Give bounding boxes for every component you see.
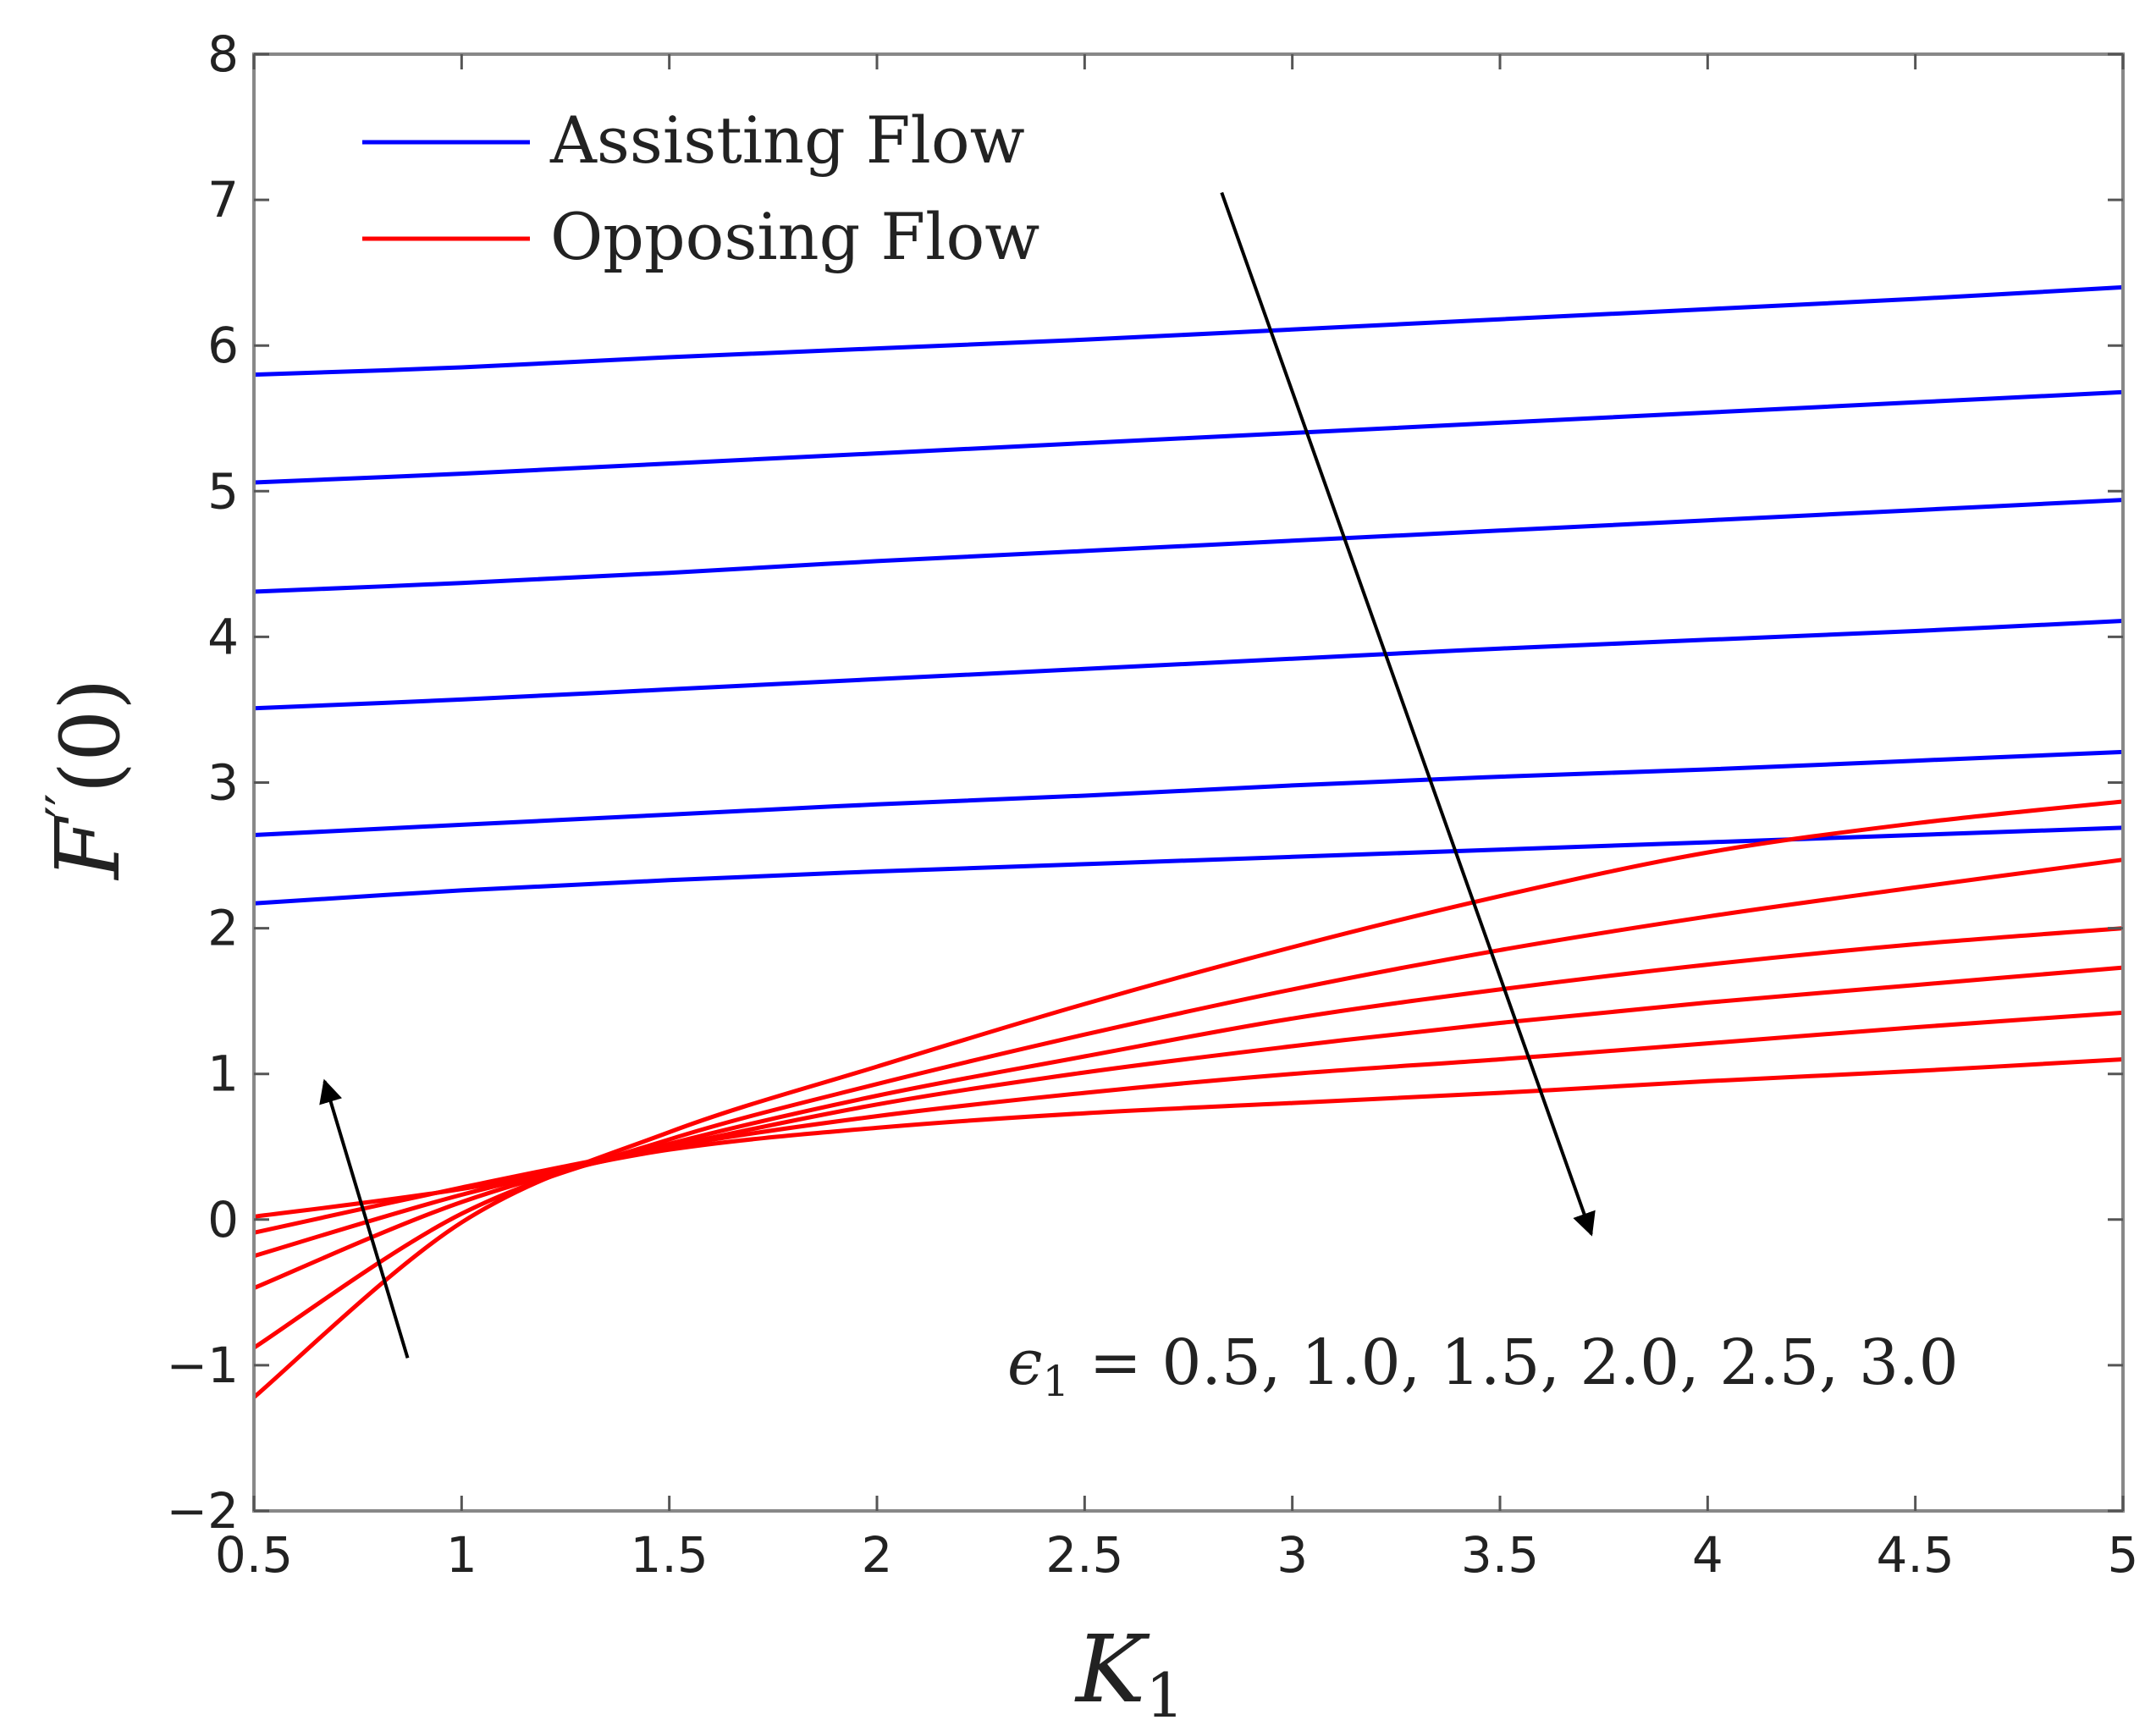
- assisting-flow-line-6: [253, 825, 2124, 906]
- trend-arrow-assisting: [1220, 191, 1596, 1237]
- x-tick-label: 0.5: [215, 1526, 293, 1584]
- x-tick-label: 4.5: [1877, 1526, 1955, 1584]
- y-axis-label-main: F: [36, 815, 140, 881]
- x-tick-label: 2: [862, 1526, 893, 1584]
- y-tick-label: 0: [207, 1191, 239, 1249]
- x-axis-label: K1: [1074, 1615, 1184, 1731]
- assisting-flow-line-5: [253, 749, 2124, 837]
- y-tick-label: 5: [207, 462, 239, 520]
- y-tick-label: 7: [207, 171, 239, 229]
- y-tick-label: 3: [207, 754, 239, 812]
- tick-layer: 0.5 1 1.5 2 2.5 3 3.5 4 4.5 5 −2 −1 0 1 2 3 4 5 6 7 8: [167, 25, 2139, 1584]
- y-tick-label: −1: [167, 1337, 240, 1394]
- x-axis-label-sub: 1: [1145, 1660, 1184, 1731]
- epsilon-symbol: ϵ: [1007, 1326, 1042, 1399]
- assisting-flow-line-2: [253, 389, 2124, 485]
- y-tick-label: 8: [207, 25, 239, 83]
- y-axis-label: F′′(0): [36, 678, 140, 880]
- assisting-flow-line-1: [253, 284, 2124, 378]
- x-tick-label: 3.5: [1461, 1526, 1539, 1584]
- legend-label-opposing-flow: Opposing Flow: [550, 199, 1039, 274]
- x-axis-label-main: K: [1074, 1615, 1150, 1723]
- assisting-flow-line-3: [253, 498, 2124, 594]
- y-tick-label: −2: [167, 1482, 240, 1540]
- arrow-layer: [319, 191, 1596, 1359]
- opposing-flow-line-6: [252, 799, 2124, 1399]
- series-layer: [252, 284, 2124, 1399]
- x-tick-label: 1.5: [631, 1526, 709, 1584]
- y-tick-label: 2: [207, 900, 239, 957]
- x-tick-label: 5: [2108, 1526, 2139, 1584]
- y-tick-label: 1: [207, 1045, 239, 1103]
- x-tick-label: 2.5: [1045, 1526, 1123, 1584]
- epsilon-annotation: ϵ1 = 0.5, 1.0, 1.5, 2.0, 2.5, 3.0: [1007, 1326, 1959, 1406]
- x-tick-label: 3: [1277, 1526, 1308, 1584]
- legend-label-assisting-flow: Assisting Flow: [549, 102, 1025, 178]
- y-axis-label-sup: ′′: [36, 793, 98, 818]
- x-tick-label: 4: [1692, 1526, 1723, 1584]
- epsilon-subscript: 1: [1042, 1357, 1069, 1406]
- trend-arrow-opposing: [319, 1078, 410, 1359]
- y-tick-label: 6: [207, 317, 239, 374]
- opposing-flow-line-5: [252, 857, 2124, 1350]
- y-tick-label: 4: [207, 608, 239, 665]
- y-axis-label-suffix: (0): [43, 678, 138, 793]
- epsilon-values: = 0.5, 1.0, 1.5, 2.0, 2.5, 3.0: [1069, 1326, 1958, 1399]
- plot-frame: [252, 52, 2125, 1513]
- assisting-flow-line-4: [253, 619, 2124, 711]
- opposing-flow-line-2: [253, 1010, 2124, 1235]
- legend: Assisting Flow Opposing Flow: [362, 102, 1039, 274]
- x-tick-label: 1: [446, 1526, 477, 1584]
